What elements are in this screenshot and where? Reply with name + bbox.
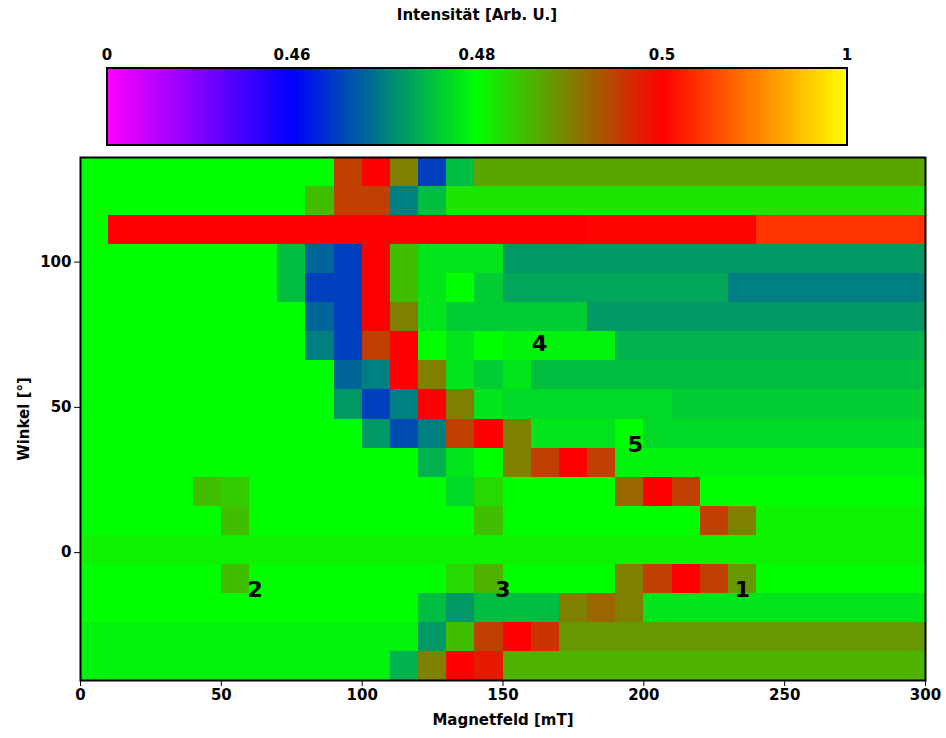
svg-text:0: 0 — [102, 46, 112, 64]
svg-text:2: 2 — [247, 577, 262, 602]
svg-text:50: 50 — [211, 686, 232, 704]
svg-text:150: 150 — [487, 686, 518, 704]
svg-text:50: 50 — [51, 398, 72, 416]
svg-text:300: 300 — [910, 686, 941, 704]
svg-text:1: 1 — [735, 577, 750, 602]
svg-text:100: 100 — [347, 686, 378, 704]
svg-text:Winkel [°]: Winkel [°] — [15, 377, 33, 461]
svg-text:3: 3 — [495, 577, 510, 602]
svg-text:4: 4 — [532, 330, 547, 355]
svg-text:100: 100 — [40, 253, 71, 271]
svg-text:Magnetfeld [mT]: Magnetfeld [mT] — [432, 711, 573, 729]
svg-text:0.46: 0.46 — [273, 46, 310, 64]
svg-text:0: 0 — [75, 686, 85, 704]
svg-text:1: 1 — [842, 46, 852, 64]
svg-text:200: 200 — [628, 686, 659, 704]
svg-text:0.5: 0.5 — [649, 46, 676, 64]
svg-text:250: 250 — [769, 686, 800, 704]
svg-text:Intensität [Arb. U.]: Intensität [Arb. U.] — [397, 6, 557, 24]
svg-text:0: 0 — [61, 543, 71, 561]
svg-text:0.48: 0.48 — [458, 46, 495, 64]
svg-text:5: 5 — [628, 432, 643, 457]
